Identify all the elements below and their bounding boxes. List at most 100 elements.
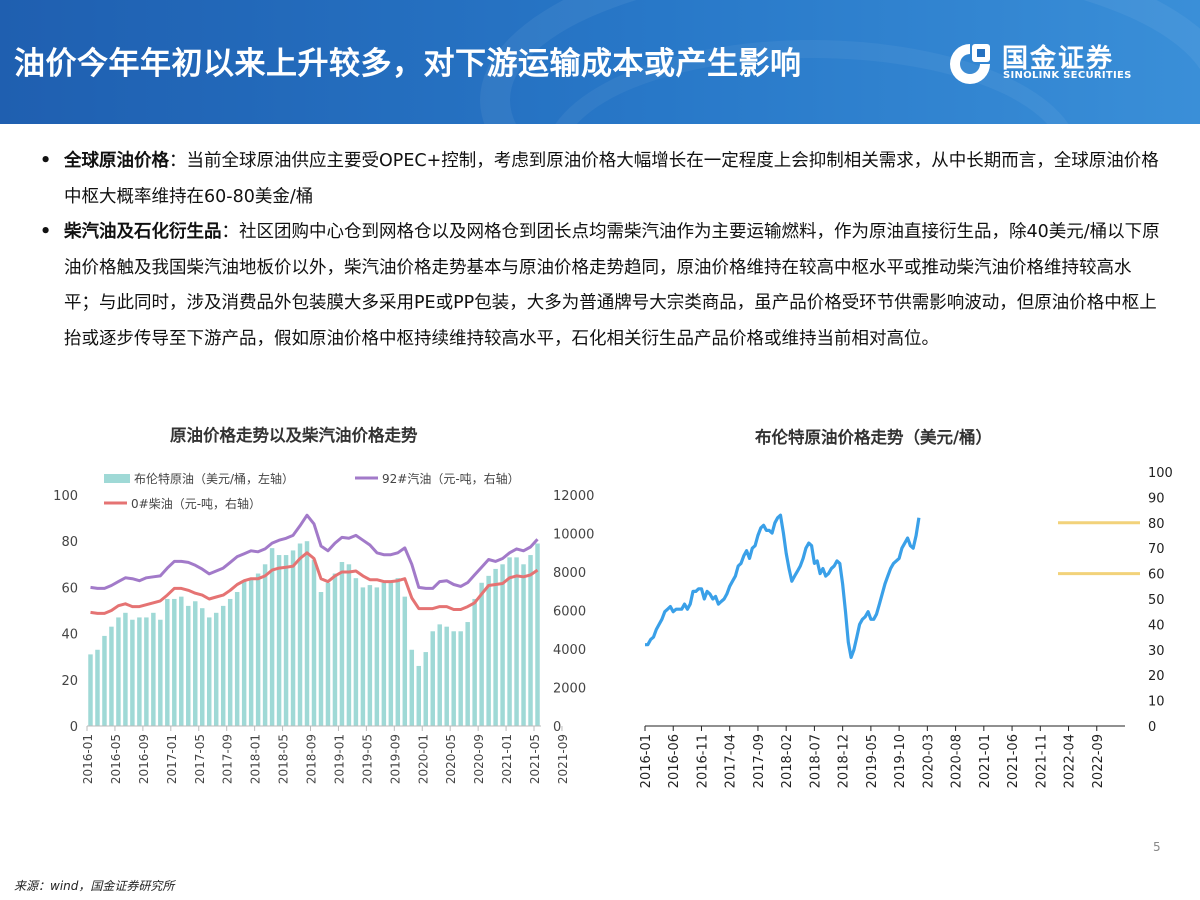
brent-bar — [444, 626, 449, 726]
brent-bar — [186, 605, 191, 726]
source-note: 来源：wind，国金证券研究所 — [14, 879, 175, 893]
bullet-dot-icon: • — [40, 222, 52, 242]
brent-bar — [535, 543, 540, 726]
x-tick-label: 2022-09 — [1091, 734, 1106, 788]
brent-bar — [158, 619, 163, 726]
header-banner: 油价今年年初以来上升较多，对下游运输成本或产生影响 国金证券 SINOLINK … — [0, 0, 1200, 124]
brent-bar — [95, 649, 100, 726]
bullet-text: ：当前全球原油供应主要受OPEC+控制，考虑到原油价格大幅增长在一定程度上会抑制… — [64, 151, 1159, 207]
brent-bar — [262, 564, 268, 726]
brent-bar — [165, 598, 170, 726]
brent-bar — [381, 582, 387, 726]
brent-bar — [430, 631, 435, 726]
brent-bar — [220, 605, 226, 726]
chart-title: 布伦特原油价格走势（美元/桶） — [755, 428, 993, 447]
brent-line — [645, 513, 921, 660]
brent-bar — [304, 541, 310, 726]
logo-mark-icon — [950, 44, 990, 84]
brent-bar — [514, 557, 519, 726]
brent-bar — [200, 608, 205, 726]
y-right-tick-label: 20 — [1148, 669, 1165, 684]
x-tick-label: 2019-09 — [388, 734, 402, 784]
brent-bar — [318, 592, 324, 726]
x-tick-label: 2021-01 — [978, 734, 993, 788]
brent-bar — [88, 654, 93, 726]
x-tick-label: 2020-05 — [444, 734, 458, 784]
x-tick-label: 2018-09 — [305, 734, 319, 784]
y-right-tick-label: 70 — [1148, 542, 1165, 557]
company-logo: 国金证券 SINOLINK SECURITIES — [948, 40, 1188, 88]
bullet-text: ：社区团购中心仓到网格仓以及网格仓到团长点均需柴汽油作为主要运输燃料，作为原油直… — [64, 222, 1160, 349]
x-tick-label: 2021-11 — [1034, 734, 1049, 788]
x-tick-label: 2016-01 — [81, 734, 95, 784]
brent-bar — [193, 601, 198, 726]
y-left-tick-label: 80 — [61, 535, 78, 550]
brent-bar — [479, 582, 484, 726]
y-right-tick-label: 2000 — [553, 682, 586, 697]
y-left-tick-label: 40 — [61, 628, 78, 643]
x-tick-label: 2018-07 — [808, 734, 823, 788]
y-right-tick-label: 4000 — [553, 643, 586, 658]
x-tick-label: 2017-05 — [193, 734, 207, 784]
brent-bar — [283, 555, 289, 726]
brent-bar — [234, 592, 240, 726]
x-tick-label: 2020-01 — [416, 734, 430, 784]
brent-bar — [458, 631, 463, 726]
brent-bar — [241, 580, 247, 726]
brent-bar — [151, 612, 156, 726]
brent-bar — [451, 631, 456, 726]
brent-bar — [528, 555, 533, 726]
brent-bar — [339, 561, 345, 726]
brent-bar — [374, 587, 380, 726]
logo-text-cn: 国金证券 — [1002, 44, 1115, 74]
brent-bar — [255, 573, 261, 726]
x-tick-label: 2019-05 — [865, 734, 880, 788]
brent-bar — [346, 564, 352, 726]
brent-bar — [360, 587, 366, 726]
x-tick-label: 2017-01 — [165, 734, 179, 784]
x-tick-label: 2018-01 — [249, 734, 263, 784]
page-title: 油价今年年初以来上升较多，对下游运输成本或产生影响 — [14, 46, 802, 82]
y-right-tick-label: 6000 — [553, 605, 586, 620]
brent-bar — [486, 575, 491, 726]
y-right-tick-label: 10 — [1148, 695, 1165, 710]
brent-bar — [206, 617, 212, 726]
brent-bar — [123, 612, 128, 726]
bullet-dot-icon: • — [40, 151, 52, 171]
y-left-tick-label: 0 — [70, 720, 78, 735]
x-tick-label: 2021-09 — [556, 734, 570, 784]
x-tick-label: 2022-04 — [1063, 734, 1078, 788]
x-tick-label: 2020-09 — [472, 734, 486, 784]
brent-bar — [465, 622, 470, 726]
x-tick-label: 2017-04 — [724, 734, 739, 788]
brent-bar — [102, 635, 107, 726]
x-tick-label: 2020-08 — [950, 734, 965, 788]
x-tick-label: 2016-11 — [695, 734, 710, 788]
legend-swatch-brent — [104, 474, 130, 483]
y-right-tick-label: 80 — [1148, 517, 1165, 532]
bullet-item: • 柴汽油及石化衍生品：社区团购中心仓到网格仓以及网格仓到团长点均需柴汽油作为主要… — [40, 215, 1160, 357]
x-tick-label: 2017-09 — [221, 734, 235, 784]
y-right-tick-label: 30 — [1148, 644, 1165, 659]
brent-bar — [179, 596, 184, 726]
brent-bar — [437, 624, 442, 726]
logo-text-en: SINOLINK SECURITIES — [1003, 70, 1132, 81]
brent-bar — [409, 649, 415, 726]
x-tick-label: 2021-06 — [1006, 734, 1021, 788]
x-tick-label: 2016-09 — [137, 734, 151, 784]
brent-bar — [297, 543, 303, 726]
brent-bar — [423, 652, 428, 726]
x-tick-label: 2016-06 — [667, 734, 682, 788]
legend-label: 0#柴油（元-吨，右轴） — [131, 496, 261, 511]
brent-bar — [395, 578, 401, 726]
y-right-tick-label: 12000 — [553, 489, 594, 504]
brent-bar — [227, 598, 233, 726]
brent-bar — [137, 617, 142, 726]
brent-bar — [521, 564, 526, 726]
brent-bar — [402, 596, 408, 726]
brent-bar — [332, 573, 338, 726]
x-tick-label: 2016-05 — [109, 734, 123, 784]
brent-bar — [172, 598, 177, 726]
